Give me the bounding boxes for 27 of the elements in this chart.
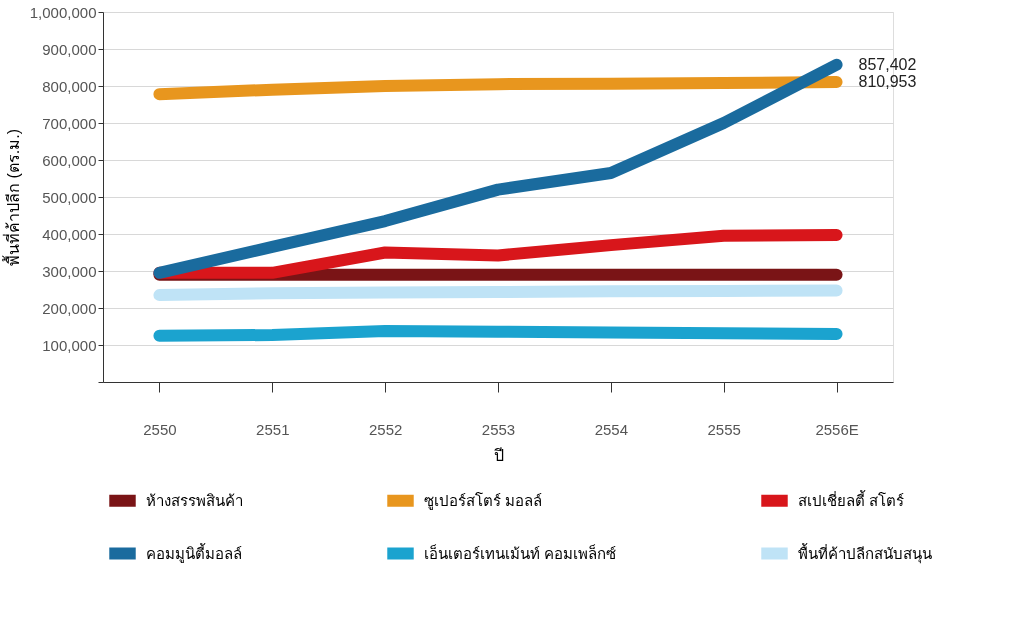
- x-tick-label: 2551: [256, 420, 290, 438]
- x-tick-label: 2556E: [815, 420, 859, 438]
- annotation: 810,953: [858, 72, 917, 90]
- y-tick-label: 200,000: [42, 299, 97, 317]
- y-tick-label: 500,000: [42, 188, 97, 206]
- x-tick-label: 2550: [143, 420, 177, 438]
- legend-label: เอ็นเตอร์เทนเม้นท์ คอมเพล็กซ์: [424, 543, 617, 562]
- x-tick-label: 2553: [481, 420, 516, 438]
- legend-label: ห้างสรรพสินค้า: [146, 491, 243, 509]
- legend-label: คอมมูนิตี้มอลล์: [146, 542, 242, 563]
- legend-label: ซูเปอร์สโตร์ มอลล์: [424, 491, 543, 510]
- y-tick-label: 1,000,000: [29, 3, 97, 21]
- legend-label: สเปเชี่ยลตี้ สโตร์: [798, 489, 905, 509]
- y-tick-label: 800,000: [42, 77, 97, 95]
- x-axis-title: ปี: [493, 446, 504, 464]
- y-tick-label: 300,000: [42, 262, 97, 280]
- x-tick-label: 2554: [594, 420, 629, 438]
- y-tick-label: 700,000: [42, 114, 97, 132]
- y-tick-label: 100,000: [42, 336, 97, 354]
- x-tick-label: 2555: [707, 420, 741, 438]
- y-tick-label: 900,000: [42, 40, 97, 58]
- annotation: 857,402: [858, 55, 917, 73]
- y-tick-label: 600,000: [42, 151, 97, 169]
- x-tick-label: 2552: [368, 420, 403, 438]
- legend-label: พื้นที่ค้าปลีกสนับสนุน: [798, 542, 932, 564]
- y-tick-label: 400,000: [42, 225, 97, 243]
- y-axis-title: พื้นที่ค้าปลีก (ตร.ม.): [1, 129, 22, 266]
